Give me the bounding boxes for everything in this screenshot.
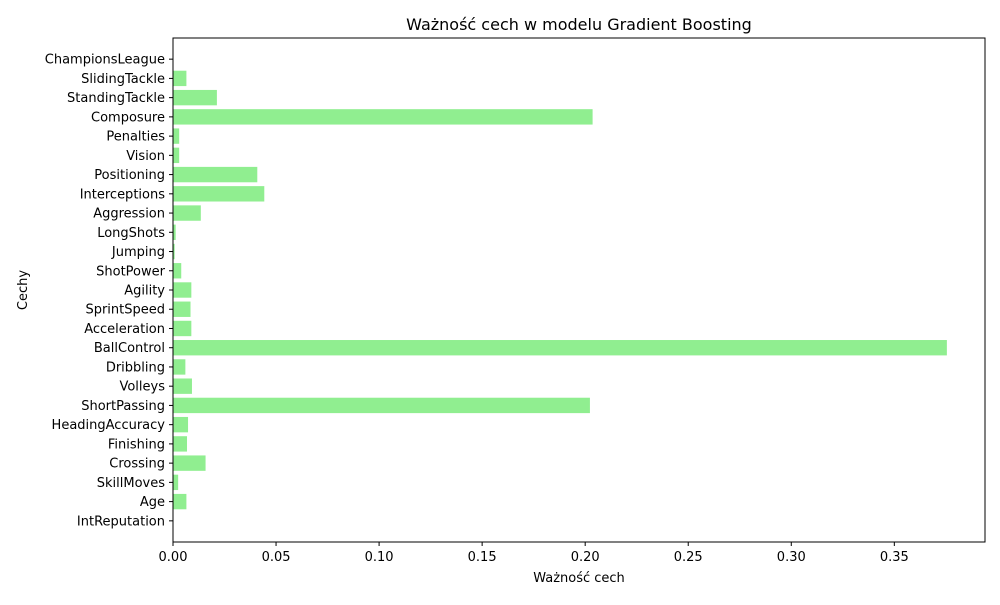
bar-Dribbling [173,359,186,375]
bar-Agility [173,282,192,298]
bar-Finishing [173,436,188,452]
x-ticks-layer: 0.00 0.05 0.10 0.15 0.20 0.25 0.30 0.35 [159,542,909,565]
y-axis-label: Cechy [16,270,31,310]
bar-LongShots [173,224,176,240]
y-tick-label: Dribbling [106,360,165,375]
bar-Aggression [173,205,201,221]
x-tick-label: 0.05 [262,550,291,565]
y-tick-label: ShotPower [96,264,166,279]
x-tick-label: 0.15 [468,550,497,565]
x-tick-label: 0.20 [571,550,600,565]
bar-Penalties [173,128,180,144]
x-tick-label: 0.10 [365,550,394,565]
y-tick-label: Crossing [109,457,165,472]
y-tick-label: Finishing [108,437,165,452]
bar-Vision [173,147,180,164]
bar-Interceptions [173,186,265,202]
y-tick-label: SlidingTackle [81,72,165,87]
x-axis-label: Ważność cech [533,571,625,586]
bar-BallControl [173,340,947,356]
bar-ShortPassing [173,397,590,414]
y-tick-label: IntReputation [77,514,165,529]
y-tick-label: SprintSpeed [85,303,165,318]
bar-HeadingAccuracy [173,416,189,433]
bar-StandingTackle [173,89,217,106]
y-tick-label: Age [140,495,165,510]
y-tick-label: Positioning [94,168,165,183]
y-tick-label: ChampionsLeague [45,53,165,68]
y-tick-label: Interceptions [80,187,166,202]
bar-Age [173,493,187,510]
y-tick-label: Jumping [111,245,165,260]
x-tick-label: 0.30 [777,550,806,565]
chart-title: Ważność cech w modelu Gradient Boosting [406,15,752,34]
y-tick-label: ShortPassing [81,399,165,414]
y-tick-label: Aggression [93,207,165,222]
y-tick-label: SkillMoves [97,476,165,491]
x-tick-label: 0.35 [880,550,909,565]
y-tick-label: Vision [126,149,165,164]
bar-SlidingTackle [173,70,187,87]
y-tick-label: HeadingAccuracy [52,418,166,433]
y-tick-label: Composure [91,110,165,125]
bar-SprintSpeed [173,301,191,317]
y-tick-label: StandingTackle [67,91,165,106]
x-tick-label: 0.25 [674,550,703,565]
y-tick-label: Volleys [119,380,165,395]
bar-Jumping [173,243,175,260]
x-tick-label: 0.00 [159,550,188,565]
bar-Composure [173,109,593,125]
y-tick-label: LongShots [97,226,165,241]
bar-Acceleration [173,320,192,337]
y-tick-label: Acceleration [84,322,165,337]
bar-SkillMoves [173,474,179,491]
y-tick-label: Penalties [106,130,165,145]
y-ticks-layer: IntReputation Age SkillMoves Crossing Finish… [45,53,173,529]
y-tick-label: Agility [124,284,165,299]
bars-layer [173,70,947,510]
bar-Positioning [173,166,258,183]
bar-Volleys [173,378,192,394]
bar-ShotPower [173,263,182,279]
bar-Crossing [173,455,206,471]
y-tick-label: BallControl [94,341,165,356]
